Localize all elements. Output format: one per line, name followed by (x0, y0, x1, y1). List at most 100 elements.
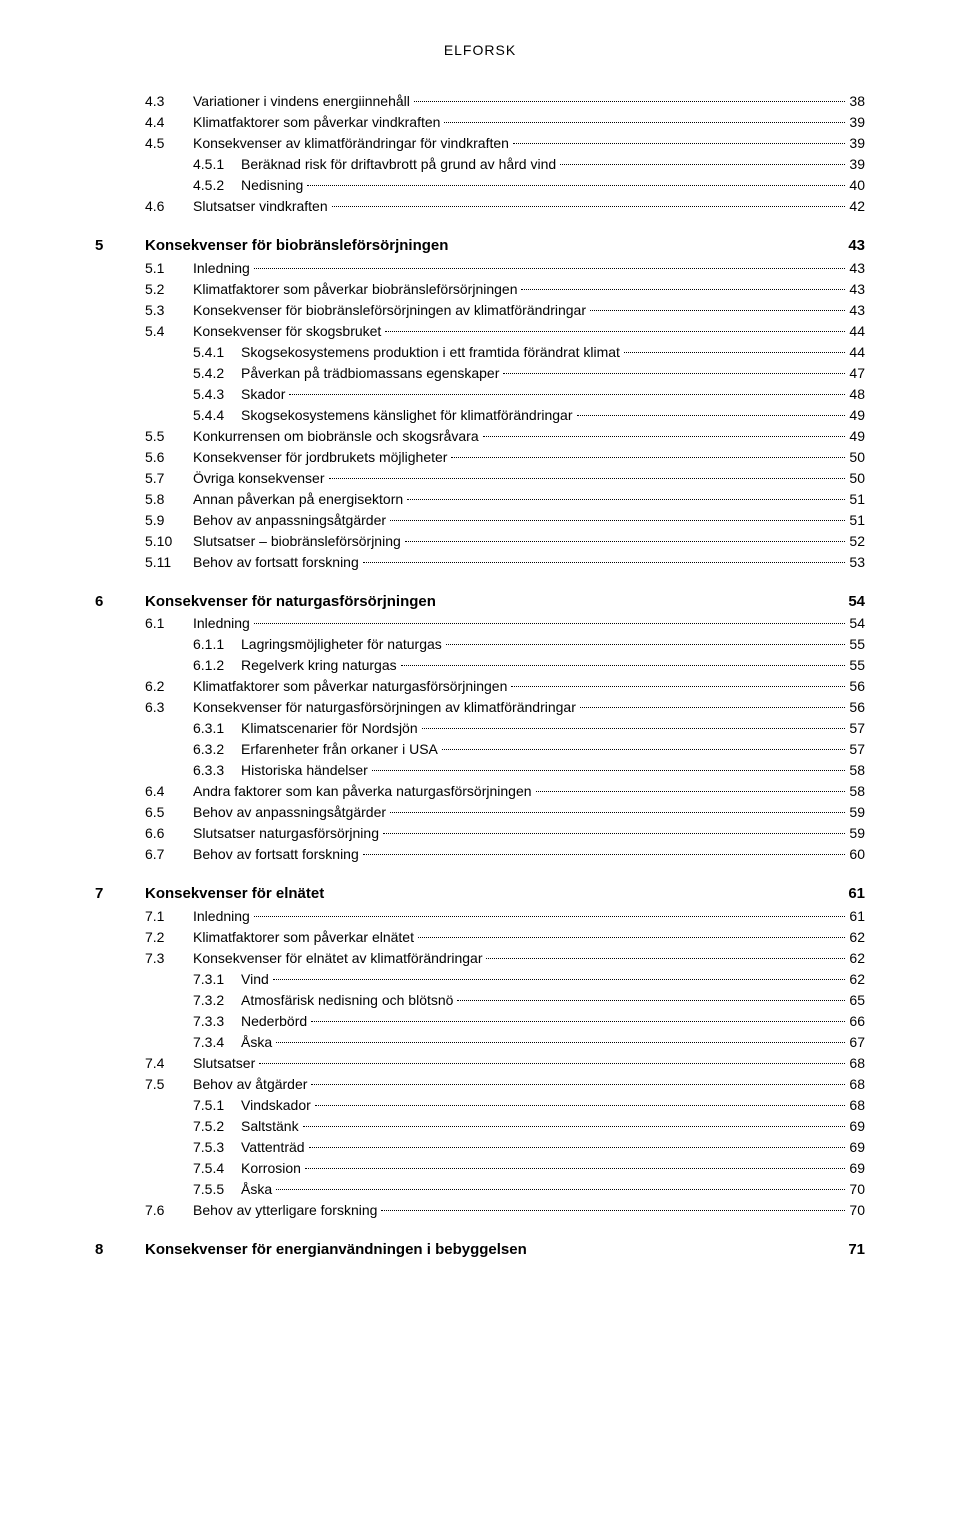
toc-page: 39 (849, 112, 865, 133)
toc-leader (307, 185, 845, 186)
toc-title: Konsekvenser för biobränsleförsörjningen… (193, 302, 586, 318)
toc-title: Inledning (193, 260, 250, 276)
toc-number: 6.3.2 (193, 739, 241, 760)
toc-number: 7.1 (145, 906, 193, 927)
toc-label: 7.5.5Åska (193, 1179, 272, 1200)
toc-page: 58 (849, 760, 865, 781)
toc-label: 6.3.1Klimatscenarier för Nordsjön (193, 718, 418, 739)
toc-number: 7.3.2 (193, 990, 241, 1011)
toc-page: 62 (849, 969, 865, 990)
toc-leader (385, 331, 845, 332)
toc-number: 7.3 (145, 948, 193, 969)
toc-leader (401, 665, 846, 666)
toc-label: 5.1Inledning (145, 258, 250, 279)
toc-page: 39 (849, 154, 865, 175)
toc-leader (390, 520, 845, 521)
toc-title: Regelverk kring naturgas (241, 657, 397, 673)
toc-number: 4.4 (145, 112, 193, 133)
toc-number: 6.3.3 (193, 760, 241, 781)
toc-label: 6.6Slutsatser naturgasförsörjning (145, 823, 379, 844)
toc-page: 43 (848, 235, 865, 258)
toc-label: 6.3Konsekvenser för naturgasförsörjninge… (145, 697, 576, 718)
toc-label: 7.2Klimatfaktorer som påverkar elnätet (145, 927, 414, 948)
toc-leader (511, 686, 845, 687)
toc-page: 56 (849, 676, 865, 697)
toc-number: 6.1.1 (193, 634, 241, 655)
toc-number: 5.4 (145, 321, 193, 342)
toc-number: 5.1 (145, 258, 193, 279)
toc-page: 38 (849, 91, 865, 112)
toc-entry: 5.4.4Skogsekosystemens känslighet för kl… (95, 405, 865, 426)
toc-entry: 5.2Klimatfaktorer som påverkar biobränsl… (95, 279, 865, 300)
toc-entry: 7.6Behov av ytterligare forskning70 (95, 1200, 865, 1221)
toc-label: 7.5.4Korrosion (193, 1158, 301, 1179)
toc-number: 7.5.5 (193, 1179, 241, 1200)
toc-number: 7.2 (145, 927, 193, 948)
toc-leader (276, 1042, 845, 1043)
toc-page: 55 (849, 655, 865, 676)
toc-number: 5.8 (145, 489, 193, 510)
toc-entry: 6.3Konsekvenser för naturgasförsörjninge… (95, 697, 865, 718)
toc-title: Åska (241, 1181, 272, 1197)
toc-page: 55 (849, 634, 865, 655)
toc-title: Variationer i vindens energiinnehåll (193, 93, 410, 109)
toc-page: 61 (848, 883, 865, 906)
toc-label: 5.11Behov av fortsatt forskning (145, 552, 359, 573)
toc-leader (483, 436, 846, 437)
toc-title: Nedisning (241, 177, 303, 193)
toc-label: 5.4.2Påverkan på trädbiomassans egenskap… (193, 363, 499, 384)
toc-number: 4.6 (145, 196, 193, 217)
toc-number: 4.5 (145, 133, 193, 154)
toc-entry: 7.3.1Vind 62 (95, 969, 865, 990)
toc-page: 56 (849, 697, 865, 718)
toc-page: 69 (849, 1158, 865, 1179)
toc-label: 6Konsekvenser för naturgasförsörjningen (95, 591, 436, 614)
toc-label: 5.4.1Skogsekosystemens produktion i ett … (193, 342, 620, 363)
toc-label: 6.5Behov av anpassningsåtgärder (145, 802, 386, 823)
toc-leader (311, 1021, 845, 1022)
toc-entry: 7.3Konsekvenser för elnätet av klimatför… (95, 948, 865, 969)
toc-leader (624, 352, 845, 353)
toc-leader (580, 707, 846, 708)
toc-label: 4.5Konsekvenser av klimatförändringar fö… (145, 133, 509, 154)
table-of-contents: 4.3Variationer i vindens energiinnehåll 3… (95, 91, 865, 1261)
toc-entry: 4.6Slutsatser vindkraften42 (95, 196, 865, 217)
toc-label: 5.7Övriga konsekvenser (145, 468, 325, 489)
toc-title: Behov av ytterligare forskning (193, 1202, 377, 1218)
toc-number: 4.5.2 (193, 175, 241, 196)
toc-leader (289, 394, 845, 395)
toc-label: 7.3.1Vind (193, 969, 269, 990)
toc-number: 7.3.3 (193, 1011, 241, 1032)
toc-title: Behov av anpassningsåtgärder (193, 804, 386, 820)
toc-page: 47 (849, 363, 865, 384)
toc-page: 59 (849, 823, 865, 844)
toc-title: Konkurrensen om biobränsle och skogsråva… (193, 428, 479, 444)
toc-page: 68 (849, 1074, 865, 1095)
toc-label: 6.1.1Lagringsmöjligheter för naturgas (193, 634, 442, 655)
toc-title: Konsekvenser för naturgasförsörjningen a… (193, 699, 576, 715)
toc-entry: 7.3.4Åska67 (95, 1032, 865, 1053)
toc-number: 7.3.4 (193, 1032, 241, 1053)
toc-page: 48 (849, 384, 865, 405)
toc-label: 7.5Behov av åtgärder (145, 1074, 307, 1095)
toc-title: Konsekvenser för biobränsleförsörjningen (145, 237, 448, 254)
toc-label: 7.3.2Atmosfärisk nedisning och blötsnö (193, 990, 453, 1011)
toc-label: 4.5.2Nedisning (193, 175, 303, 196)
toc-page: 43 (849, 279, 865, 300)
toc-number: 7.5.1 (193, 1095, 241, 1116)
toc-label: 4.3Variationer i vindens energiinnehåll (145, 91, 410, 112)
toc-page: 70 (849, 1179, 865, 1200)
toc-leader (422, 728, 846, 729)
toc-title: Inledning (193, 615, 250, 631)
toc-title: Konsekvenser för jordbrukets möjligheter (193, 449, 447, 465)
toc-page: 54 (849, 613, 865, 634)
toc-title: Behov av fortsatt forskning (193, 554, 359, 570)
toc-title: Annan påverkan på energisektorn (193, 491, 403, 507)
toc-leader (311, 1084, 845, 1085)
toc-title: Inledning (193, 908, 250, 924)
toc-entry: 4.4Klimatfaktorer som påverkar vindkraft… (95, 112, 865, 133)
toc-label: 5.5Konkurrensen om biobränsle och skogsr… (145, 426, 479, 447)
toc-leader (560, 164, 845, 165)
toc-number: 6.5 (145, 802, 193, 823)
toc-title: Erfarenheter från orkaner i USA (241, 741, 438, 757)
